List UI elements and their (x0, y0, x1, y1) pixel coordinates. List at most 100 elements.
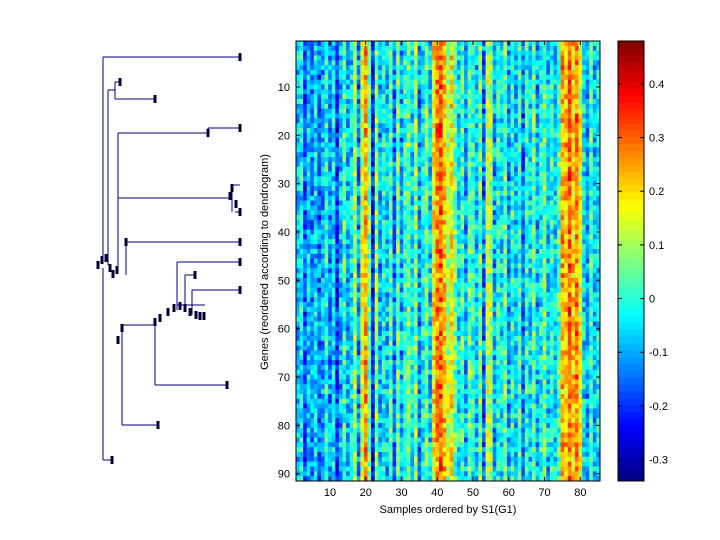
heatmap-cell (324, 123, 329, 129)
heatmap-cell (296, 350, 300, 356)
heatmap-cell (353, 84, 358, 90)
heatmap-cell (306, 137, 311, 143)
heatmap-cell (349, 147, 354, 153)
heatmap-cell (371, 137, 376, 143)
heatmap-cell (460, 331, 465, 337)
heatmap-cell (313, 427, 318, 433)
heatmap-cell (328, 471, 333, 477)
heatmap-cell (431, 471, 436, 477)
heatmap-cell (410, 137, 415, 143)
heatmap-cell (414, 364, 418, 371)
heatmap-cell (371, 157, 376, 163)
heatmap-cell (356, 65, 361, 71)
heatmap-cell (342, 360, 347, 366)
heatmap-cell (360, 200, 365, 206)
dendrogram-leaf (228, 192, 232, 200)
heatmap-cell (403, 200, 408, 206)
heatmap-cell (349, 360, 354, 366)
heatmap-cell (471, 437, 476, 443)
heatmap-cell (360, 403, 365, 409)
heatmap-cell (310, 181, 315, 187)
heatmap-cell (338, 123, 343, 129)
heatmap-cell (467, 99, 472, 105)
heatmap-cell (481, 239, 486, 245)
heatmap-cell (392, 302, 397, 308)
heatmap-cell (313, 248, 318, 255)
heatmap-cell (306, 234, 311, 240)
heatmap-cell (338, 157, 343, 163)
heatmap-cell (306, 224, 311, 230)
heatmap-cell (353, 123, 358, 129)
heatmap-cell (385, 350, 390, 356)
heatmap-cell (406, 461, 411, 467)
heatmap-cell (474, 403, 479, 409)
heatmap-cell (313, 195, 318, 201)
heatmap-cell (346, 302, 350, 308)
heatmap-cell (446, 166, 451, 172)
heatmap-cell (460, 326, 465, 332)
heatmap-cell (460, 205, 465, 211)
heatmap-cell (342, 393, 347, 400)
heatmap-cell (356, 103, 361, 110)
heatmap-cell (299, 393, 304, 400)
heatmap-cell (399, 219, 404, 226)
heatmap-cell (481, 418, 486, 424)
heatmap-cell (331, 350, 336, 356)
heatmap-cell (410, 89, 415, 95)
heatmap-cell (453, 437, 458, 443)
heatmap-cell (378, 113, 383, 119)
heatmap-cell (478, 413, 483, 419)
heatmap-cell (353, 360, 358, 366)
heatmap-cell (474, 306, 479, 313)
heatmap-cell (467, 152, 472, 158)
heatmap-cell (313, 99, 318, 105)
heatmap-cell (335, 302, 340, 308)
heatmap-cell (467, 476, 472, 482)
heatmap-cell (381, 248, 386, 255)
heatmap-cell (399, 113, 404, 119)
heatmap-cell (471, 311, 476, 317)
heatmap-cell (439, 326, 443, 332)
heatmap-cell (406, 355, 411, 361)
heatmap-cell (313, 200, 318, 206)
heatmap-cell (453, 224, 458, 230)
heatmap-cell (367, 176, 372, 182)
heatmap-cell (342, 316, 347, 322)
heatmap-cell (324, 277, 329, 284)
heatmap-cell (464, 50, 469, 56)
heatmap-cell (467, 340, 472, 346)
heatmap-cell (396, 79, 401, 85)
heatmap-cell (414, 306, 418, 313)
heatmap-cell (396, 456, 401, 463)
heatmap-cell (464, 432, 469, 438)
heatmap-cell (439, 340, 443, 346)
heatmap-cell (392, 335, 397, 342)
heatmap-cell (324, 360, 329, 366)
heatmap-cell (406, 408, 411, 414)
heatmap-cell (417, 408, 422, 414)
heatmap-cell (317, 306, 322, 313)
heatmap-cell (371, 466, 376, 472)
heatmap-cell (449, 302, 454, 308)
heatmap-cell (374, 413, 379, 419)
heatmap-cell (353, 297, 358, 303)
heatmap-cell (414, 166, 418, 172)
heatmap-cell (306, 94, 311, 100)
heatmap-cell (381, 258, 386, 264)
heatmap-cell (371, 432, 376, 438)
heatmap-cell (296, 451, 300, 458)
heatmap-cell (460, 50, 465, 56)
heatmap-cell (471, 398, 476, 404)
heatmap-cell (385, 99, 390, 105)
heatmap-cell (367, 345, 372, 351)
heatmap-cell (324, 355, 329, 361)
heatmap-cell (360, 461, 365, 467)
heatmap-cell (403, 45, 408, 52)
heatmap-cell (353, 94, 358, 100)
heatmap-cell (338, 94, 343, 100)
heatmap-cell (306, 239, 311, 245)
heatmap-cell (392, 287, 397, 293)
heatmap-cell (478, 253, 483, 259)
heatmap-cell (385, 360, 390, 366)
heatmap-cell (414, 186, 418, 192)
